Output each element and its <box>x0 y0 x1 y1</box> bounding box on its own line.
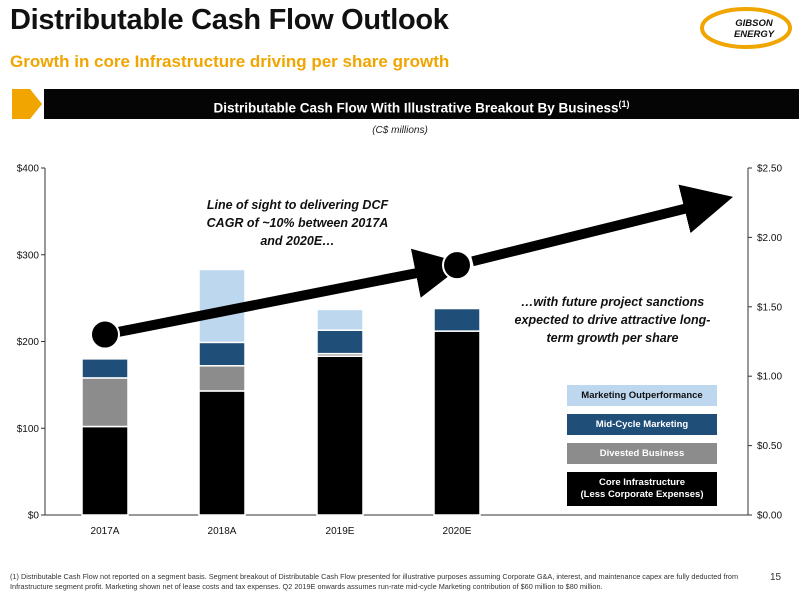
legend-divested-business: Divested Business <box>567 443 717 464</box>
page-title: Distributable Cash Flow Outlook <box>10 4 449 36</box>
logo-text-gibson: GIBSON <box>735 18 774 29</box>
legend-label-sub: (Less Corporate Expenses) <box>580 489 704 500</box>
annotation-cagr: Line of sight to delivering DCF CAGR of … <box>206 198 389 248</box>
per-share-marker <box>90 319 120 350</box>
x-tick-label: 2018A <box>208 526 237 537</box>
bar-segment <box>198 390 246 516</box>
y-left-tick-label: $0 <box>28 511 40 522</box>
bar-segment <box>433 307 481 332</box>
y-left-tick-label: $400 <box>17 164 40 175</box>
growth-arrow <box>113 248 465 338</box>
legend-label: Mid-Cycle Marketing <box>595 419 689 430</box>
legend-label: Divested Business <box>599 448 685 459</box>
page-number: 15 <box>770 572 782 583</box>
bar-segment <box>81 425 129 516</box>
page-subtitle: Growth in core Infrastructure driving pe… <box>10 52 450 71</box>
logo-text-energy: ENERGY <box>734 29 776 40</box>
y-left-tick-label: $300 <box>17 250 40 261</box>
units-note: (C$ millions) <box>372 125 428 136</box>
y-left-tick-label: $200 <box>17 337 40 348</box>
bar-segment <box>198 341 246 367</box>
y-right-tick-label: $0.00 <box>757 511 782 522</box>
bar-segment <box>81 358 129 379</box>
y-left-tick-label: $100 <box>17 424 40 435</box>
y-right-tick-label: $1.00 <box>757 372 782 383</box>
y-right-tick-label: $2.50 <box>757 164 782 175</box>
x-tick-label: 2020E <box>443 526 472 537</box>
bar-segment <box>81 377 129 428</box>
y-right-tick-label: $2.00 <box>757 233 782 244</box>
section-banner: Distributable Cash Flow With Illustrativ… <box>44 89 799 119</box>
bar-segment <box>316 355 364 516</box>
legend-label: Marketing Outperformance <box>581 390 703 401</box>
y-right-tick-label: $0.50 <box>757 441 782 452</box>
y-right-tick-label: $1.50 <box>757 302 782 313</box>
banner-accent-chevron <box>12 89 42 119</box>
gibson-energy-logo: GIBSON ENERGY <box>700 7 792 49</box>
banner-footnote-ref: (1) <box>618 99 630 109</box>
legend-marketing-outperformance: Marketing Outperformance <box>567 385 717 406</box>
annotation-future-growth: …with future project sanctions expected … <box>514 295 711 345</box>
bar-segment <box>316 329 364 355</box>
legend-mid-cycle-marketing: Mid-Cycle Marketing <box>567 414 717 435</box>
bar-segment <box>433 330 481 516</box>
growth-arrow <box>471 184 734 267</box>
bar-segment <box>198 365 246 392</box>
x-tick-label: 2017A <box>91 526 120 537</box>
footnote: (1) Distributable Cash Flow not reported… <box>10 572 739 591</box>
per-share-marker <box>442 250 472 281</box>
legend-core-infrastructure: Core Infrastructure (Less Corporate Expe… <box>567 472 717 506</box>
x-tick-label: 2019E <box>326 526 355 537</box>
bar-segment <box>316 308 364 331</box>
banner-text: Distributable Cash Flow With Illustrativ… <box>213 100 619 116</box>
legend-label: Core Infrastructure <box>598 477 686 488</box>
